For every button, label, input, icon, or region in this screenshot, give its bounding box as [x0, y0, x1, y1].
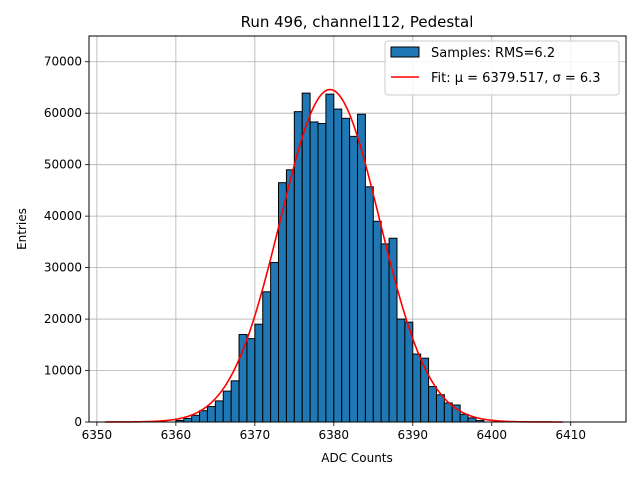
- x-tick-label: 6370: [240, 428, 271, 442]
- histogram-bar: [214, 400, 224, 423]
- legend-label-samples: Samples: RMS=6.2: [431, 46, 555, 61]
- histogram-bar: [222, 390, 232, 423]
- y-tick-label: 20000: [44, 312, 82, 326]
- chart-title: Run 496, channel112, Pedestal: [241, 13, 474, 31]
- histogram-bar: [364, 186, 374, 423]
- histogram-bar: [459, 413, 469, 423]
- histogram-bar: [325, 93, 335, 423]
- histogram-bar: [191, 414, 201, 423]
- y-tick-label: 70000: [44, 55, 82, 69]
- legend-swatch-samples: [390, 46, 420, 58]
- y-tick-label: 40000: [44, 209, 82, 223]
- histogram-bar: [301, 92, 311, 423]
- histogram-bar: [254, 323, 264, 423]
- histogram-bar: [412, 353, 422, 423]
- y-tick-label: 10000: [44, 364, 82, 378]
- y-tick-label: 0: [74, 415, 82, 429]
- fit-curve: [104, 88, 563, 423]
- histogram-bar: [341, 117, 351, 423]
- histogram-bar: [380, 243, 390, 423]
- histogram-bar: [246, 338, 256, 423]
- x-tick-label: 6410: [555, 428, 586, 442]
- histogram-bar: [372, 220, 382, 423]
- histogram-bar: [270, 261, 280, 423]
- x-tick-label: 6400: [476, 428, 507, 442]
- histogram-bar: [262, 291, 272, 423]
- y-tick-label: 50000: [44, 158, 82, 172]
- histogram-bar: [238, 334, 248, 423]
- legend-label-fit: Fit: μ = 6379.517, σ = 6.3: [431, 71, 601, 86]
- histogram-bars: [175, 92, 485, 423]
- x-axis-label: ADC Counts: [321, 451, 393, 465]
- histogram-bar: [349, 135, 358, 423]
- histogram-bar: [230, 380, 240, 423]
- histogram-bar: [396, 318, 406, 423]
- histogram-bar: [199, 410, 208, 423]
- histogram-bar: [428, 385, 437, 423]
- x-tick-label: 6360: [161, 428, 192, 442]
- histogram-bar: [278, 182, 287, 423]
- y-axis-label: Entries: [15, 208, 29, 250]
- histogram-bar: [285, 169, 295, 423]
- histogram-bar: [206, 406, 216, 423]
- y-tick-label: 30000: [44, 261, 82, 275]
- x-tick-label: 6390: [398, 428, 429, 442]
- histogram-bar: [467, 417, 477, 423]
- y-tick-label: 60000: [44, 106, 82, 120]
- legend: Samples: RMS=6.2 Fit: μ = 6379.517, σ = …: [384, 40, 620, 96]
- histogram-bar: [435, 394, 445, 423]
- histogram-bar: [309, 121, 319, 423]
- plot-frame: [88, 35, 627, 423]
- histogram-bar: [333, 108, 343, 423]
- histogram-bar: [317, 122, 327, 423]
- x-tick-label: 6350: [82, 428, 113, 442]
- histogram-bar: [183, 417, 193, 423]
- histogram-bar: [388, 237, 398, 423]
- axis-ticks: 6350 6360 6370 6380 6390 6400 6410 0 10000 20000 3…: [44, 55, 586, 442]
- legend-box: [384, 40, 620, 96]
- x-tick-label: 6380: [319, 428, 350, 442]
